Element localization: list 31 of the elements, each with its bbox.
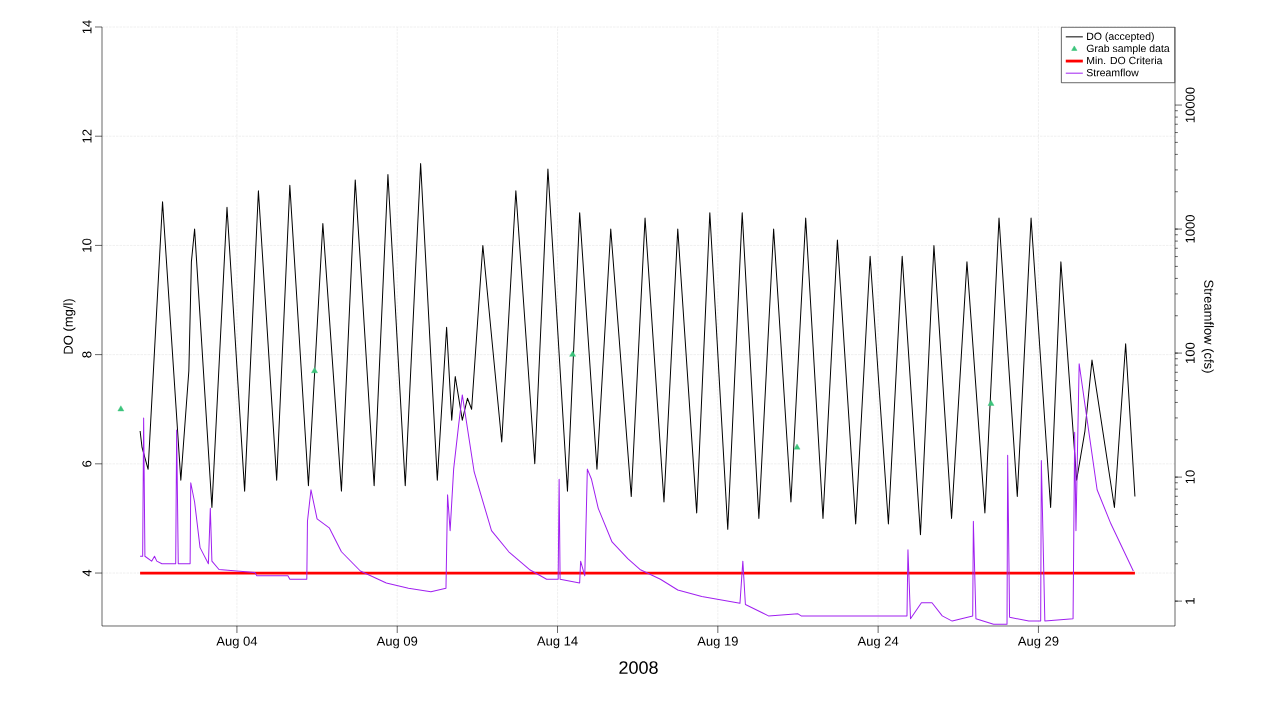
- x-tick-label: Aug 19: [697, 636, 738, 649]
- y-tick-label: 8: [82, 351, 92, 358]
- legend-label: Grab sample data: [1086, 44, 1170, 55]
- legend-label: DO (accepted): [1087, 32, 1154, 43]
- line-series: [139, 363, 1134, 625]
- y2-axis-title: Streamflow (cfs): [1201, 280, 1214, 373]
- point: [793, 443, 801, 450]
- y2-tick-label: 100: [1185, 342, 1195, 363]
- point: [987, 400, 995, 406]
- y-tick-label: 4: [82, 569, 92, 577]
- x-tick-label: Aug 24: [857, 636, 899, 649]
- legend-label: Streamflow: [1086, 68, 1139, 77]
- x-axis-title: 2008: [619, 661, 658, 674]
- y-tick-label: 14: [82, 20, 92, 34]
- x-tick-label: Aug 04: [216, 636, 258, 649]
- point: [569, 350, 576, 357]
- y-tick-label: 6: [82, 460, 92, 467]
- point: [117, 405, 125, 412]
- x-tick-label: Aug 09: [376, 636, 418, 649]
- line-series: [139, 163, 1136, 536]
- x-tick-label: Aug 29: [1017, 636, 1059, 649]
- y2-tick-label: 10: [1185, 470, 1195, 484]
- y-axis-title: DO (mg/l): [63, 299, 76, 354]
- point: [311, 367, 318, 373]
- y2-tick-label: 1000: [1185, 215, 1195, 243]
- y-tick-label: 12: [82, 129, 92, 143]
- x-tick-label: Aug 14: [536, 636, 578, 649]
- y-tick-label: 10: [82, 238, 92, 252]
- y2-tick-label: 10000: [1185, 87, 1195, 123]
- legend-label: Min. DO Criteria: [1087, 56, 1163, 65]
- y2-tick-label: 1: [1185, 598, 1195, 604]
